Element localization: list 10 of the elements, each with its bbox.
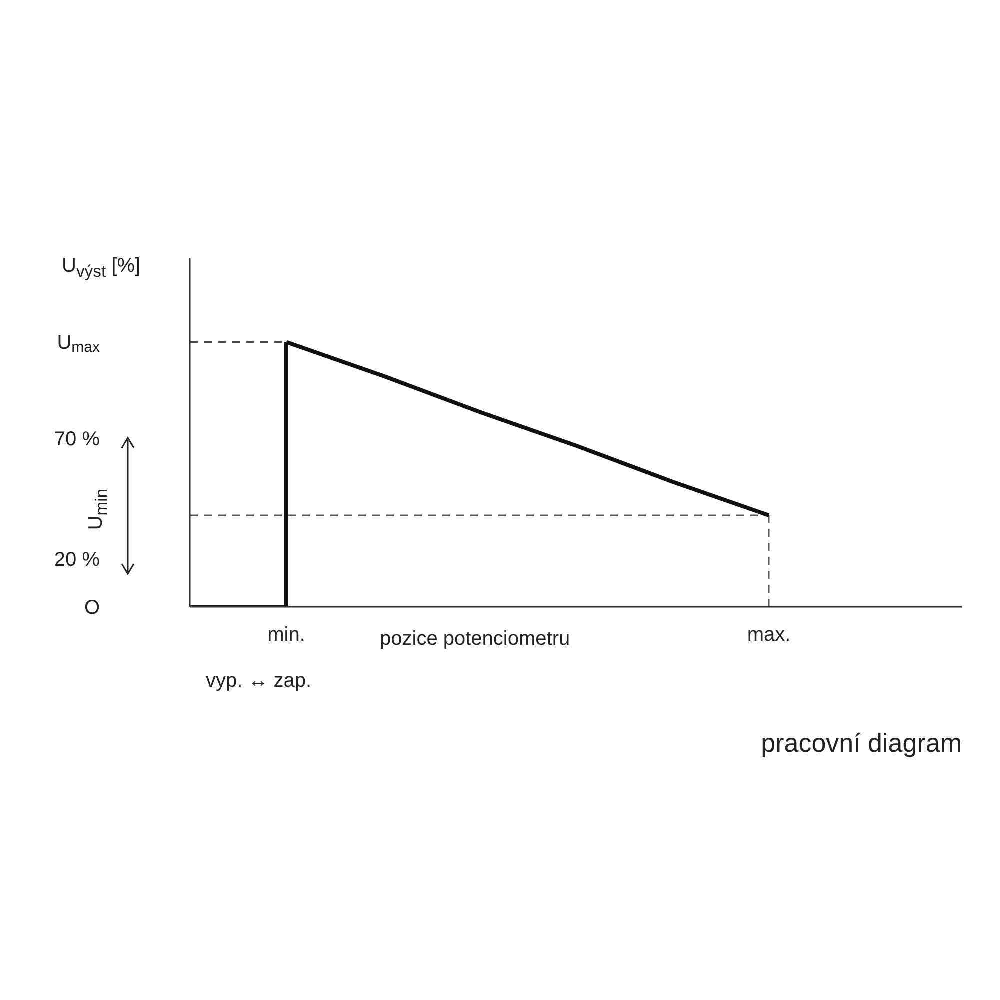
y-tick-label: U$_{max}$ <box>57 332 100 356</box>
text: pracovní diagram <box>761 728 962 759</box>
y-tick-label: 70 % <box>54 428 100 451</box>
y-tick-label: O <box>84 597 100 619</box>
x-tick-label: max. <box>747 624 791 646</box>
y-axis-title: U$_{výst}$ [%] <box>62 255 141 281</box>
x-tick-label: min. <box>268 624 306 646</box>
x-axis-title: pozice potenciometru <box>380 628 570 651</box>
text: vyp. ↔ zap. <box>206 670 312 693</box>
y-tick-label: 20 % <box>54 548 100 571</box>
